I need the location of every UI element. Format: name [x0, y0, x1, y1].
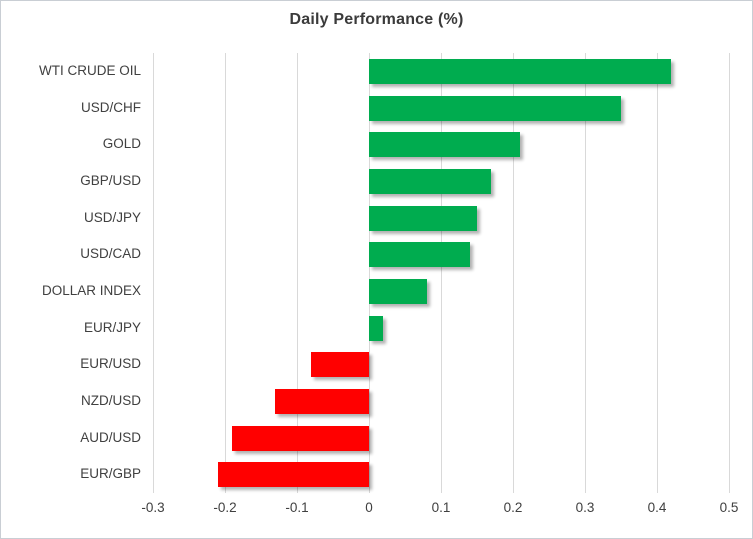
x-axis-tick-labels: -0.3 -0.2 -0.1 0 0.1 0.2 0.3 0.4 0.5 [141, 500, 738, 518]
category-label-gold: GOLD [102, 136, 141, 152]
x-tick-label--0.3: -0.3 [141, 500, 165, 515]
category-label-eur-jpy: EUR/JPY [83, 319, 141, 335]
category-label-nzd-usd: NZD/USD [81, 393, 141, 408]
category-label-dollar-index: DOLLAR INDEX [41, 283, 141, 298]
category-label-usd-jpy: USD/JPY [83, 209, 141, 225]
category-label-gbp-usd: GBP/USD [80, 173, 141, 188]
bar-aud-usd [232, 425, 369, 451]
category-label-wti-crude-oil: WTI CRUDE OIL [38, 63, 141, 78]
plot-area [153, 53, 730, 493]
category-label-eur-usd: EUR/USD [80, 356, 141, 372]
gridline--0.2 [225, 53, 226, 493]
bar-eur-usd [311, 352, 369, 378]
gridline-0 [369, 53, 370, 493]
x-tick-label-0.5: 0.5 [719, 500, 739, 515]
x-tick-label--0.1: -0.1 [285, 500, 309, 515]
x-tick-label-0: 0 [365, 500, 373, 515]
gridline-0.4 [657, 53, 658, 493]
gridline--0.1 [297, 53, 298, 493]
bar-usd-chf [369, 95, 621, 121]
bar-gold [369, 132, 521, 158]
gridline-0.2 [513, 53, 514, 493]
category-label-usd-cad: USD/CAD [80, 246, 141, 262]
bar-eur-gbp [217, 462, 369, 488]
bar-dollar-index [369, 278, 427, 304]
bar-gbp-usd [369, 168, 492, 194]
bar-usd-jpy [369, 205, 477, 231]
x-tick-label--0.2: -0.2 [213, 500, 237, 515]
bar-usd-cad [369, 242, 470, 268]
chart-title: Daily Performance (%) [289, 11, 464, 28]
x-tick-label-0.3: 0.3 [575, 500, 595, 515]
bar-eur-jpy [369, 315, 384, 341]
x-tick-label-0.4: 0.4 [647, 500, 667, 515]
category-label-eur-gbp: EUR/GBP [80, 466, 141, 482]
x-tick-label-0.2: 0.2 [503, 500, 523, 515]
gridline--0.3 [153, 53, 154, 493]
bar-nzd-usd [275, 388, 369, 414]
y-axis-category-labels: WTI CRUDE OIL USD/CHF GOLD GBP/USD USD/JPY US… [1, 53, 141, 493]
category-label-usd-chf: USD/CHF [81, 99, 141, 115]
x-tick-label-0.1: 0.1 [431, 500, 451, 515]
bar-wti-crude-oil [369, 58, 672, 84]
gridline-0.3 [585, 53, 586, 493]
gridline-0.1 [441, 53, 442, 493]
gridline-0.5 [729, 53, 730, 493]
category-label-aud-usd: AUD/USD [80, 429, 141, 445]
